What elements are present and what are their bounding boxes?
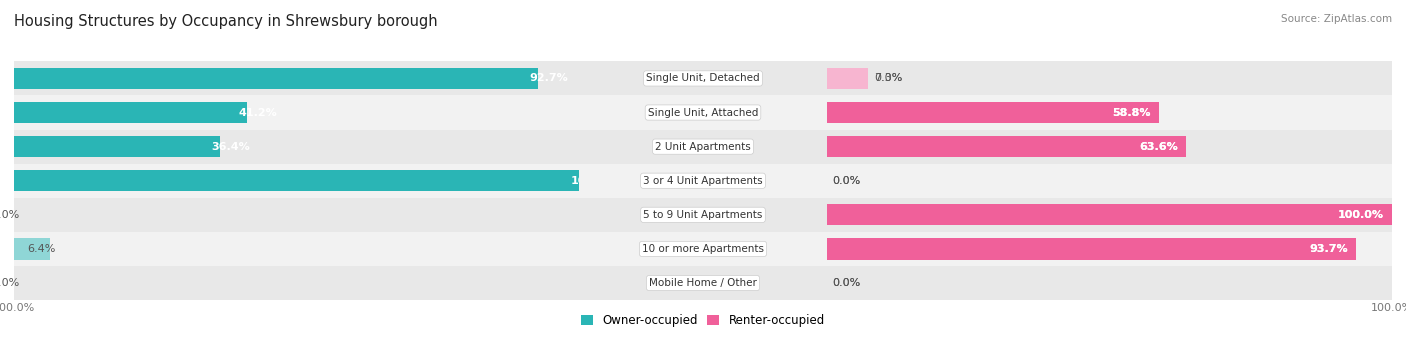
Text: 93.7%: 93.7% — [1309, 244, 1348, 254]
Text: 10 or more Apartments: 10 or more Apartments — [643, 244, 763, 254]
Text: 0.0%: 0.0% — [832, 176, 860, 186]
Bar — [14, 164, 1144, 198]
Bar — [14, 266, 1144, 300]
Bar — [14, 238, 51, 260]
Bar — [14, 68, 537, 89]
Text: 58.8%: 58.8% — [1112, 107, 1150, 118]
Text: 93.7%: 93.7% — [1309, 244, 1348, 254]
Bar — [0, 130, 1406, 164]
Text: 0.0%: 0.0% — [832, 176, 860, 186]
Bar — [0, 232, 1406, 266]
Bar — [14, 95, 1144, 130]
Bar — [14, 198, 1144, 232]
Text: 0.0%: 0.0% — [875, 73, 903, 84]
Text: 5 to 9 Unit Apartments: 5 to 9 Unit Apartments — [644, 210, 762, 220]
Bar — [827, 238, 1357, 260]
Text: 0.0%: 0.0% — [0, 278, 20, 288]
Text: Single Unit, Detached: Single Unit, Detached — [647, 73, 759, 84]
Text: 0.0%: 0.0% — [832, 278, 860, 288]
Legend: Owner-occupied, Renter-occupied: Owner-occupied, Renter-occupied — [576, 309, 830, 332]
Text: 100.0%: 100.0% — [571, 176, 616, 186]
Text: 63.6%: 63.6% — [1139, 142, 1178, 152]
Text: Housing Structures by Occupancy in Shrewsbury borough: Housing Structures by Occupancy in Shrew… — [14, 14, 437, 29]
Bar — [0, 164, 1406, 198]
Text: 2 Unit Apartments: 2 Unit Apartments — [655, 142, 751, 152]
Bar — [14, 232, 1144, 266]
Text: 0.0%: 0.0% — [832, 278, 860, 288]
Bar — [14, 102, 247, 123]
Bar — [0, 95, 1406, 130]
Bar — [262, 164, 1392, 198]
Text: 100.0%: 100.0% — [1337, 210, 1384, 220]
Bar — [827, 136, 1187, 157]
Bar — [827, 68, 869, 89]
Bar — [827, 102, 1159, 123]
Bar — [827, 204, 1392, 225]
Bar — [262, 198, 1392, 232]
Bar — [262, 266, 1392, 300]
Bar — [14, 170, 579, 191]
Bar — [0, 198, 1406, 232]
Bar — [0, 266, 1406, 300]
Text: 7.3%: 7.3% — [875, 73, 903, 84]
Bar — [262, 61, 1392, 95]
Text: 58.8%: 58.8% — [1112, 107, 1150, 118]
Bar — [262, 95, 1392, 130]
Text: 6.4%: 6.4% — [28, 244, 56, 254]
Bar — [262, 130, 1392, 164]
Text: 3 or 4 Unit Apartments: 3 or 4 Unit Apartments — [643, 176, 763, 186]
Text: 92.7%: 92.7% — [529, 73, 568, 84]
Text: 0.0%: 0.0% — [0, 210, 20, 220]
Bar — [0, 61, 1406, 95]
Text: 41.2%: 41.2% — [239, 107, 277, 118]
Text: 63.6%: 63.6% — [1139, 142, 1178, 152]
Text: 36.4%: 36.4% — [211, 142, 250, 152]
Text: Single Unit, Attached: Single Unit, Attached — [648, 107, 758, 118]
Bar — [262, 232, 1392, 266]
Text: 100.0%: 100.0% — [1337, 210, 1384, 220]
Bar — [14, 130, 1144, 164]
Bar — [14, 136, 219, 157]
Text: Source: ZipAtlas.com: Source: ZipAtlas.com — [1281, 14, 1392, 24]
Text: Mobile Home / Other: Mobile Home / Other — [650, 278, 756, 288]
Bar — [14, 61, 1144, 95]
